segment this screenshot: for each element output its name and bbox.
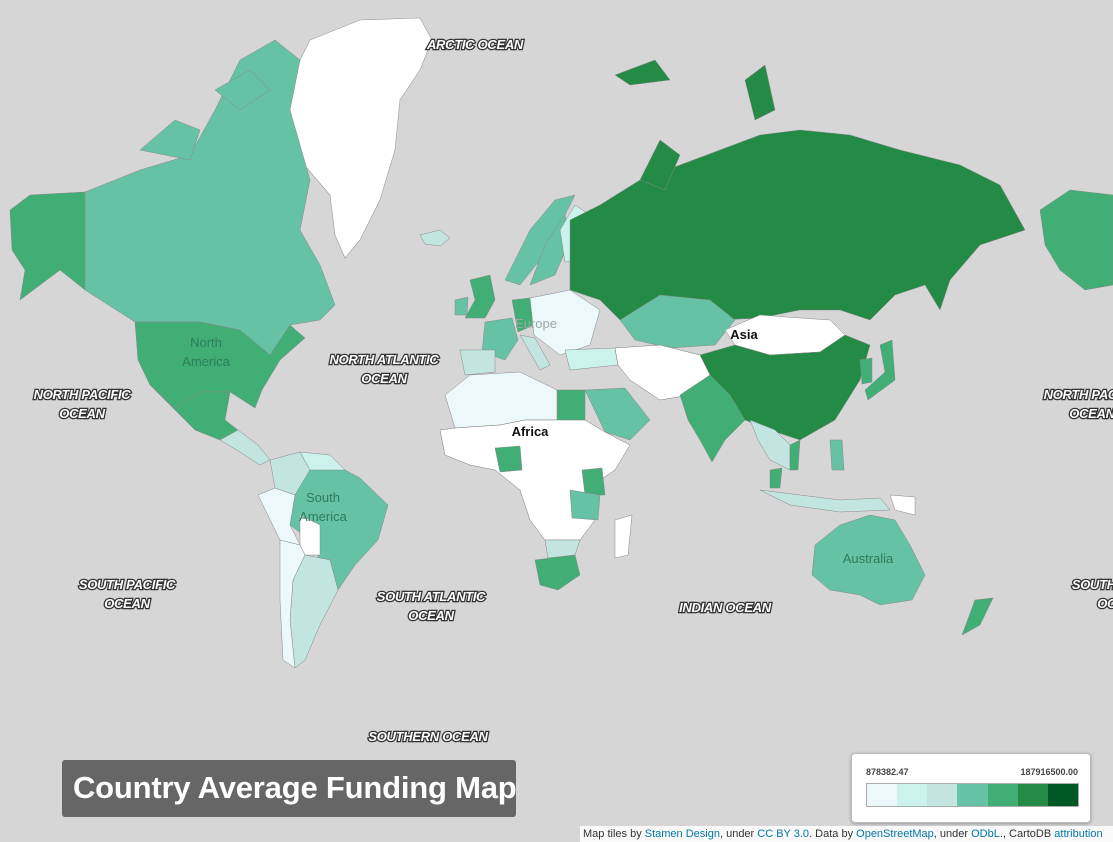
ocean-label-southern: SOUTHERN OCEAN	[368, 729, 488, 744]
legend-swatch	[1047, 784, 1078, 806]
country-egypt[interactable]	[556, 389, 586, 421]
country-australia[interactable]	[811, 514, 926, 606]
attribution-text: , under	[719, 828, 758, 840]
legend-swatch	[897, 784, 928, 806]
legend-max-value: 187916500.00	[1020, 767, 1078, 777]
ocean-label-indian: INDIAN OCEAN	[679, 600, 772, 615]
ocean-label-south-pacific: SOUTH PACIFIC OCEAN	[79, 577, 176, 611]
country-iceland[interactable]	[419, 229, 451, 247]
country-italy[interactable]	[519, 334, 551, 371]
region-canada-arctic-islands	[139, 69, 271, 161]
country-bolivia[interactable]	[299, 514, 321, 556]
continent-label-europe: Europe	[515, 316, 557, 331]
legend-min-value: 878382.47	[866, 767, 909, 777]
continent-label-asia: Asia	[730, 327, 758, 342]
continent-label-north-america: North America	[182, 335, 230, 369]
country-indonesia[interactable]	[759, 489, 891, 513]
stamen-design-link[interactable]: Stamen Design	[644, 828, 720, 840]
country-saudi-arabia[interactable]	[584, 387, 651, 441]
country-usa-alaska[interactable]	[9, 191, 86, 301]
country-new-zealand[interactable]	[961, 597, 994, 636]
country-india[interactable]	[679, 374, 746, 463]
country-norway[interactable]	[504, 194, 576, 286]
cartodb-attribution-link[interactable]: attribution	[1054, 828, 1103, 840]
map-title-box: Country Average Funding Map	[62, 760, 517, 817]
ocean-label-arctic: ARCTIC OCEAN	[426, 37, 524, 52]
continent-label-south-america: South America	[299, 490, 347, 524]
cc-by-link[interactable]: CC BY 3.0	[757, 828, 810, 840]
legend-swatch	[927, 784, 958, 806]
color-legend: 878382.47 187916500.00	[851, 753, 1091, 823]
legend-swatch	[1017, 784, 1048, 806]
country-france[interactable]	[481, 317, 519, 361]
continent-label-australia: Australia	[843, 551, 894, 566]
country-spain[interactable]	[459, 349, 496, 376]
country-uk[interactable]	[464, 274, 496, 319]
ocean-label-south-atlantic: SOUTH ATLANTIC OCEAN	[377, 589, 486, 623]
country-mexico[interactable]	[149, 384, 239, 441]
continent-label-africa: Africa	[512, 424, 550, 439]
country-ireland[interactable]	[454, 296, 469, 316]
country-papua-new-guinea[interactable]	[889, 494, 916, 516]
attribution-text: , under	[933, 828, 972, 840]
legend-swatch	[957, 784, 988, 806]
country-korea[interactable]	[859, 357, 873, 385]
country-japan[interactable]	[864, 339, 896, 401]
country-kazakhstan[interactable]	[619, 294, 736, 349]
country-tanzania[interactable]	[569, 489, 601, 521]
legend-swatch	[987, 784, 1018, 806]
odbl-link[interactable]: ODbL	[971, 828, 1000, 840]
attribution-text: Map tiles by	[583, 828, 645, 840]
country-malaysia[interactable]	[769, 467, 783, 489]
ocean-label-north-pacific-west: NORTH PACIFIC OCEAN	[34, 387, 132, 421]
map-attribution: Map tiles by Stamen Design, under CC BY …	[580, 826, 1113, 842]
region-russia-arctic-islands	[614, 59, 776, 191]
country-south-africa[interactable]	[534, 554, 581, 591]
country-vietnam[interactable]	[789, 439, 801, 471]
country-nigeria[interactable]	[494, 445, 523, 473]
country-madagascar[interactable]	[614, 514, 633, 559]
ocean-label-north-atlantic: NORTH ATLANTIC OCEAN	[330, 352, 440, 386]
map-title: Country Average Funding Map	[73, 770, 517, 805]
region-east-edge-landmass	[1039, 189, 1113, 291]
country-chile[interactable]	[279, 539, 306, 669]
legend-color-ramp	[866, 783, 1079, 807]
openstreetmap-link[interactable]: OpenStreetMap	[856, 828, 934, 840]
attribution-text: ., CartoDB	[999, 828, 1055, 840]
country-philippines[interactable]	[829, 439, 845, 471]
country-kenya[interactable]	[581, 467, 606, 496]
legend-swatch	[867, 784, 898, 806]
attribution-text: . Data by	[809, 828, 857, 840]
